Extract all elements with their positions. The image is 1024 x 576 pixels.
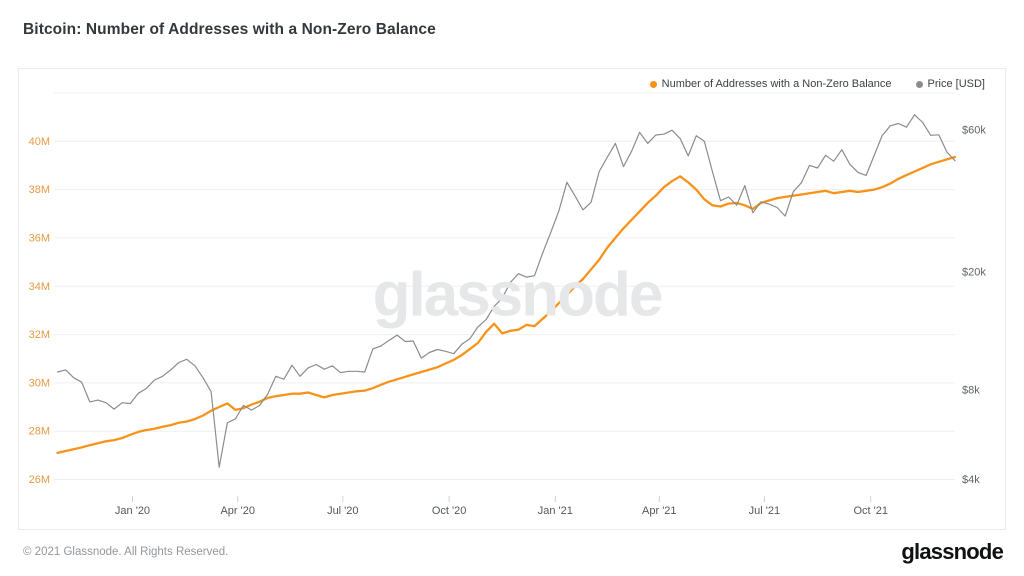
legend: Number of Addresses with a Non-Zero Bala… bbox=[649, 78, 985, 90]
y-axis-label-left: 28M bbox=[29, 426, 50, 438]
legend-dot-addresses-icon bbox=[649, 80, 657, 88]
x-axis-label: Jul '20 bbox=[327, 505, 358, 517]
x-axis-label: Jul '21 bbox=[749, 505, 780, 517]
y-axis-label-left: 26M bbox=[29, 474, 50, 486]
addresses-line[interactable] bbox=[56, 155, 957, 455]
chart-card: glassnode 40M 38M 36M 34M 32M 30M 28M 26M $60k $2… bbox=[18, 68, 1006, 530]
glassnode-watermark: glassnode bbox=[372, 260, 664, 330]
y-axis-label-left: 36M bbox=[29, 232, 50, 244]
legend-dot-price-icon bbox=[915, 80, 923, 88]
y-axis-label-right: $8k bbox=[962, 385, 980, 397]
legend-label-price: Price [USD] bbox=[927, 78, 985, 90]
plot-area[interactable]: 40M 38M 36M 34M 32M 30M 28M 26M $60k $20k $8k $4k Ja… bbox=[19, 69, 1005, 529]
x-axis-label: Apr '20 bbox=[220, 505, 255, 517]
y-axis-label-right: $4k bbox=[962, 474, 980, 486]
y-axis-label-right: $20k bbox=[962, 266, 986, 278]
copyright-text: © 2021 Glassnode. All Rights Reserved. bbox=[23, 546, 229, 558]
x-axis-label: Oct '20 bbox=[432, 505, 467, 517]
legend-label-addresses: Number of Addresses with a Non-Zero Bala… bbox=[661, 78, 892, 90]
y-axis-label-left: 32M bbox=[29, 329, 50, 341]
legend-item-addresses[interactable]: Number of Addresses with a Non-Zero Bala… bbox=[649, 78, 892, 90]
x-axis-label: Jan '21 bbox=[538, 505, 573, 517]
x-axis-label: Oct '21 bbox=[853, 505, 888, 517]
y-axis-label-left: 40M bbox=[29, 136, 50, 148]
x-axis-label: Jan '20 bbox=[115, 505, 150, 517]
price-line[interactable] bbox=[56, 114, 956, 468]
y-axis-label-left: 38M bbox=[29, 184, 50, 196]
y-axis-label-right: $60k bbox=[962, 125, 986, 137]
legend-item-price[interactable]: Price [USD] bbox=[915, 78, 985, 90]
page-title: Bitcoin: Number of Addresses with a Non-… bbox=[23, 21, 436, 38]
x-axis-label: Apr '21 bbox=[642, 505, 677, 517]
y-axis-label-left: 30M bbox=[29, 377, 50, 389]
glassnode-logo: glassnode bbox=[901, 539, 1003, 564]
y-axis-label-left: 34M bbox=[29, 281, 50, 293]
